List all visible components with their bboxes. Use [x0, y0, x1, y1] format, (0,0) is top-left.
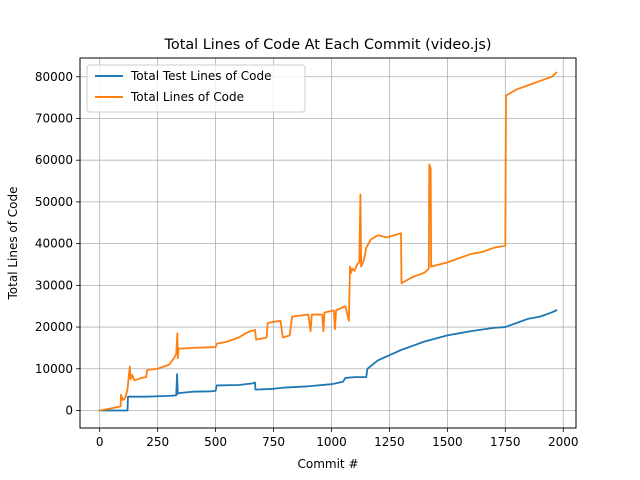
legend-label-total-loc: Total Lines of Code: [130, 90, 244, 104]
x-tick-label: 1000: [316, 435, 347, 449]
x-tick-label: 500: [204, 435, 227, 449]
legend: Total Test Lines of Code Total Lines of …: [86, 64, 306, 113]
y-axis-label: Total Lines of Code: [6, 186, 20, 300]
y-tick-label: 60000: [35, 153, 73, 167]
chart-title: Total Lines of Code At Each Commit (vide…: [164, 37, 492, 53]
x-tick-label: 1250: [374, 435, 405, 449]
y-tick-label: 30000: [35, 278, 73, 292]
plot-frame: [79, 57, 577, 429]
y-tick-label: 80000: [35, 70, 73, 84]
series-line-test-loc: [98, 309, 558, 412]
y-tick-label: 50000: [35, 195, 73, 209]
y-tick-label: 10000: [35, 362, 73, 376]
x-tick-label: 750: [262, 435, 285, 449]
series-layer: [98, 71, 558, 412]
legend-label-test-loc: Total Test Lines of Code: [130, 69, 271, 83]
y-axis-ticks: 0 10000 20000 30000 40000 50000 60000 70000 8000…: [35, 70, 80, 417]
y-tick-label: 0: [65, 403, 73, 417]
series-line-total-loc: [98, 71, 558, 412]
y-tick-label: 70000: [35, 111, 73, 125]
x-tick-label: 250: [146, 435, 169, 449]
x-tick-label: 1500: [432, 435, 463, 449]
plot-area-background: [80, 58, 576, 428]
y-tick-label: 40000: [35, 237, 73, 251]
x-tick-label: 0: [96, 435, 104, 449]
legend-box: [86, 64, 306, 113]
x-axis-label: Commit #: [297, 457, 358, 471]
x-axis-ticks: 0 250 500 750 1000 1250 1500 1750 2000: [96, 428, 579, 449]
x-tick-label: 2000: [548, 435, 579, 449]
x-tick-label: 1750: [490, 435, 521, 449]
y-tick-label: 20000: [35, 320, 73, 334]
